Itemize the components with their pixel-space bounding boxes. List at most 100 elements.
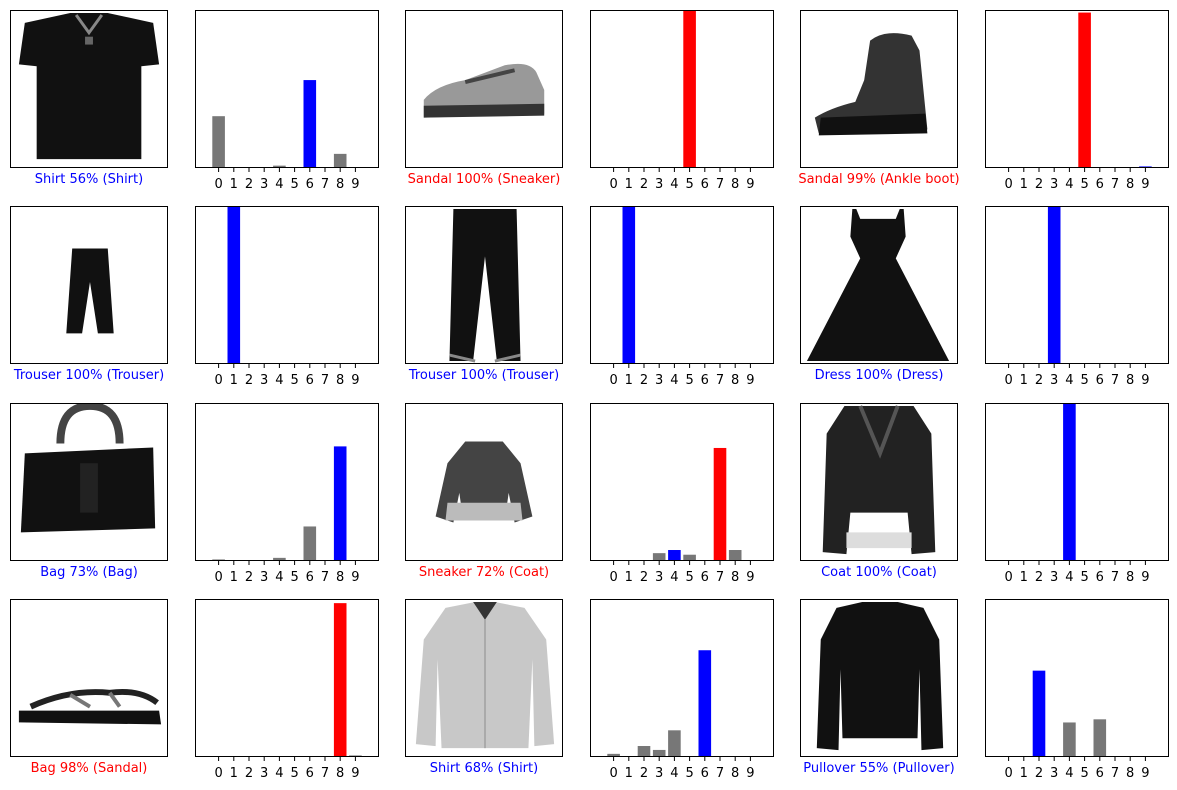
prediction-caption: Shirt 68% (Shirt) (429, 761, 539, 776)
x-tick-label: 6 (306, 766, 314, 781)
bar-class-4 (668, 550, 681, 561)
bar-class-4 (273, 165, 286, 168)
x-tick-label: 2 (245, 373, 253, 388)
x-tick-label: 3 (1050, 570, 1058, 585)
bar-class-2 (1032, 670, 1046, 757)
x-tick-label: 3 (1050, 177, 1058, 192)
sample-image-dress (806, 208, 950, 362)
sample-image-shirt-light (415, 601, 555, 749)
x-tick-label: 5 (1080, 766, 1088, 781)
x-tick-label: 5 (1080, 570, 1088, 585)
x-tick-label: 7 (321, 570, 329, 585)
chart-frame (985, 206, 1169, 364)
bar-class-5 (1078, 12, 1091, 168)
sample-image-panel (800, 403, 958, 561)
x-tick-label: 1 (1020, 373, 1028, 388)
chart-frame (590, 403, 774, 561)
bar-class-4 (273, 557, 286, 561)
prediction-caption: Bag 98% (Sandal) (30, 761, 148, 776)
x-tick-label: 1 (230, 766, 238, 781)
x-tick-label: 6 (701, 570, 709, 585)
x-tick-label: 2 (1035, 177, 1043, 192)
x-tick-label: 4 (670, 373, 678, 388)
x-tick-label: 7 (716, 373, 724, 388)
x-tick-label: 4 (670, 570, 678, 585)
x-tick-label: 4 (275, 570, 283, 585)
x-tick-label: 9 (351, 373, 359, 388)
x-tick-label: 9 (1141, 373, 1149, 388)
bar-class-8 (728, 550, 742, 561)
x-tick-label: 1 (1020, 766, 1028, 781)
x-tick-label: 8 (336, 373, 344, 388)
x-tick-label: 4 (670, 766, 678, 781)
x-tick-label: 6 (306, 177, 314, 192)
x-tick-label: 3 (260, 177, 268, 192)
x-tick-label: 8 (731, 373, 739, 388)
x-tick-label: 1 (625, 766, 633, 781)
x-tick-label: 4 (1065, 766, 1073, 781)
x-tick-label: 8 (336, 177, 344, 192)
x-tick-label: 5 (1080, 373, 1088, 388)
x-tick-label: 2 (245, 570, 253, 585)
sample-image-panel (10, 206, 168, 364)
x-tick-label: 3 (1050, 373, 1058, 388)
x-tick-label: 9 (746, 766, 754, 781)
x-tick-label: 6 (1096, 177, 1104, 192)
x-tick-label: 7 (716, 177, 724, 192)
x-tick-label: 5 (290, 373, 298, 388)
x-tick-label: 9 (746, 570, 754, 585)
x-tick-label: 2 (1035, 570, 1043, 585)
sample-image-panel (800, 206, 958, 364)
x-tick-label: 8 (1126, 373, 1134, 388)
chart-frame (590, 599, 774, 757)
x-tick-label: 1 (1020, 177, 1028, 192)
x-tick-label: 8 (336, 570, 344, 585)
x-tick-label: 3 (655, 373, 663, 388)
x-tick-label: 7 (1111, 766, 1119, 781)
x-tick-label: 7 (1111, 570, 1119, 585)
x-tick-label: 5 (1080, 177, 1088, 192)
sample-image-sneaker (423, 63, 545, 118)
x-tick-label: 0 (1004, 766, 1012, 781)
bar-class-4 (1063, 722, 1076, 757)
sample-image-coat (822, 405, 936, 555)
sample-image-panel (405, 206, 563, 364)
x-tick-label: 6 (701, 177, 709, 192)
prediction-caption: Sandal 100% (Sneaker) (407, 172, 561, 187)
bar-class-1 (622, 207, 636, 364)
x-tick-label: 1 (230, 177, 238, 192)
x-tick-label: 0 (214, 177, 222, 192)
x-tick-label: 9 (351, 570, 359, 585)
x-tick-label: 6 (701, 373, 709, 388)
chart-frame (590, 10, 774, 168)
x-tick-label: 0 (609, 177, 617, 192)
chart-frame (195, 403, 379, 561)
x-tick-label: 3 (655, 570, 663, 585)
x-tick-label: 6 (306, 570, 314, 585)
prediction-caption: Trouser 100% (Trouser) (13, 368, 165, 383)
x-tick-label: 4 (1065, 373, 1073, 388)
prediction-caption: Trouser 100% (Trouser) (408, 368, 560, 383)
bar-class-5 (683, 11, 696, 168)
x-tick-label: 3 (260, 570, 268, 585)
bar-class-0 (607, 753, 620, 757)
prediction-caption: Dress 100% (Dress) (814, 368, 944, 383)
x-tick-label: 5 (685, 373, 693, 388)
bar-class-1 (227, 207, 241, 364)
x-tick-label: 2 (640, 177, 648, 192)
x-tick-label: 9 (746, 373, 754, 388)
chart-frame (590, 206, 774, 364)
x-tick-label: 3 (260, 766, 268, 781)
x-tick-label: 9 (1141, 177, 1149, 192)
bar-class-2 (637, 746, 651, 757)
x-tick-label: 8 (1126, 177, 1134, 192)
x-tick-label: 5 (290, 570, 298, 585)
